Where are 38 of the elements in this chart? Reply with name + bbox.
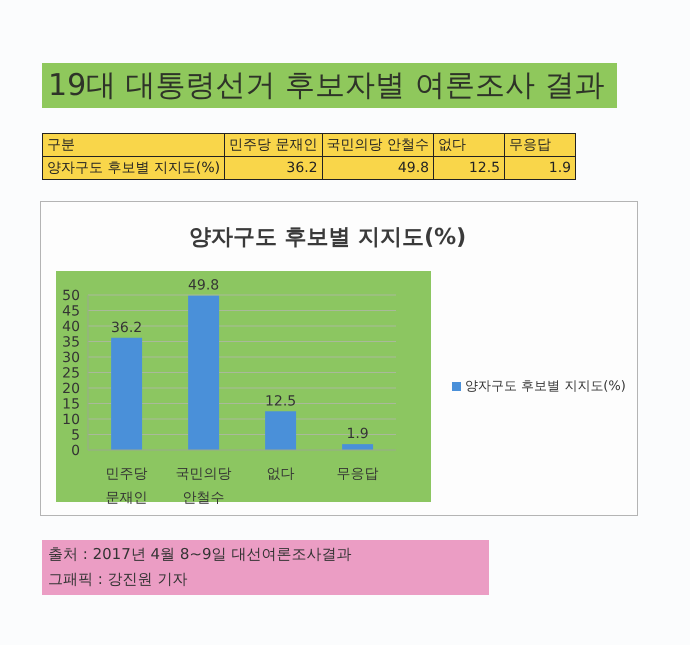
legend-label: 양자구도 후보별 지지도(%) [465, 379, 626, 394]
data-label: 1.9 [504, 156, 576, 180]
bar [188, 296, 220, 450]
y-tick-label: 10 [62, 412, 80, 428]
y-tick-label: 25 [62, 365, 80, 382]
category-label: 국민의당 안철수 [322, 134, 434, 156]
data-label: 36.2 [224, 156, 322, 180]
data-label: 49.8 [322, 156, 434, 180]
x-tick-label: 무응답 [336, 466, 378, 482]
y-tick-label: 15 [62, 396, 80, 412]
x-tick-label: 국민의당 안철수 [176, 466, 232, 506]
bar [342, 444, 374, 450]
y-tick-label: 5 [71, 427, 80, 444]
category-label: 민주당 문재인 [224, 134, 322, 156]
bar [265, 411, 296, 450]
x-tick-label: 민주당 문재인 [106, 466, 148, 506]
text: 그패픽 : 강진원 기자 [48, 569, 188, 590]
y-tick-label: 0 [71, 442, 80, 459]
bar [111, 338, 142, 450]
series-label: 양자구도 후보별 지지도(%) [42, 156, 225, 180]
data-label: 1.9 [346, 426, 369, 442]
data-label: 12.5 [265, 393, 296, 410]
y-tick-label: 45 [62, 303, 80, 320]
category-label: 무응답 [504, 134, 576, 156]
category-label: 없다 [434, 134, 505, 156]
x-tick-label: 없다 [266, 466, 294, 482]
text: 19대 대통령선거 후보자별 여론조사 결과 [42, 63, 617, 108]
y-tick-label: 20 [62, 380, 80, 397]
data-label: 36.2 [111, 320, 142, 336]
chart-title: 양자구도 후보별 지지도(%) [188, 224, 468, 252]
source-note: 출처 : 2017년 4월 8~9일 대선여론조사결과 [48, 544, 352, 565]
y-tick-label: 50 [62, 288, 80, 304]
y-tick-label: 30 [62, 350, 80, 366]
data-label: 49.8 [188, 278, 220, 294]
y-tick-label: 35 [62, 334, 80, 350]
text: 구분 [42, 134, 225, 156]
data-label: 12.5 [434, 156, 505, 180]
y-tick-label: 40 [62, 318, 80, 335]
